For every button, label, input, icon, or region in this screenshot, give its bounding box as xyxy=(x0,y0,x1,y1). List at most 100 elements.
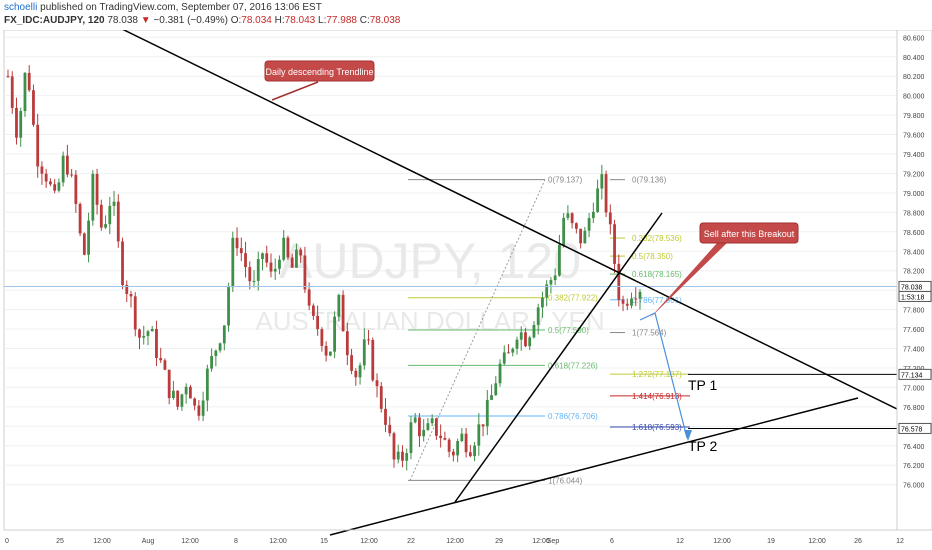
tp1-price-tag: 77.134 xyxy=(901,372,923,379)
candle-body xyxy=(155,328,158,358)
candle-body xyxy=(261,253,264,260)
time-tick-label: 12 xyxy=(896,538,904,545)
candle-body xyxy=(541,297,544,308)
descending-trendline[interactable] xyxy=(120,30,898,410)
published-text: published on TradingView.com, September … xyxy=(40,2,322,13)
time-tick-label: Aug xyxy=(142,538,155,545)
candle-body xyxy=(460,433,464,442)
candle-body xyxy=(447,439,451,452)
candle-body xyxy=(116,201,120,242)
trendline-callout-box[interactable] xyxy=(264,60,375,82)
time-tick-label: 12 xyxy=(676,538,684,545)
fib-right-label: 0.786(77.901) xyxy=(632,296,682,305)
breakout-callout-box[interactable] xyxy=(699,222,799,244)
candle-body xyxy=(485,399,489,427)
trendlines[interactable] xyxy=(120,30,898,536)
time-tick-label: 12:00 xyxy=(93,538,111,545)
fib-left-trend xyxy=(409,179,546,481)
candle-body xyxy=(197,405,201,416)
price-tick-label: 79.200 xyxy=(903,171,925,178)
candle-body xyxy=(193,398,197,406)
candle-body xyxy=(256,259,260,281)
candle-body xyxy=(358,365,362,378)
candle-body xyxy=(379,386,383,409)
fib-left-label: 0.618(77.226) xyxy=(548,361,598,370)
candle-body xyxy=(286,237,290,258)
candle-body xyxy=(95,173,99,205)
candle-body xyxy=(133,296,137,330)
candle-body xyxy=(112,201,116,206)
high-value: 78.043 xyxy=(284,15,316,26)
time-axis[interactable]: 0 25 12:00 Aug 12:00 8 12:00 15 12:00 22 12:00 29 12… xyxy=(4,529,904,545)
candle-body xyxy=(574,223,578,229)
publisher-link[interactable]: schoelli xyxy=(4,2,38,13)
last-price: 78.038 xyxy=(107,15,138,26)
candle-body xyxy=(307,289,311,306)
tp2-label: TP 2 xyxy=(688,438,718,454)
price-tick-label: 77.400 xyxy=(903,347,925,354)
countdown-tag: 1:53:18 xyxy=(901,294,924,301)
price-chart[interactable]: AUDJPY, 120 AUSTRALIAN DOLLAR / YEN 0(79… xyxy=(0,30,932,550)
candle-body xyxy=(99,204,103,228)
time-tick-label: Sep xyxy=(547,538,560,545)
fib-left-label: 0.5(77.590) xyxy=(548,326,589,335)
candle-body xyxy=(473,445,476,457)
candle-body xyxy=(184,386,188,395)
tp1-label: TP 1 xyxy=(688,377,718,393)
trendline-callout-text: Daily descending Trendline xyxy=(265,67,373,77)
candle-body xyxy=(464,433,468,453)
candle-body xyxy=(566,213,570,218)
breakout-callout-pointer xyxy=(650,242,728,318)
candle-body xyxy=(129,294,133,297)
candle-body xyxy=(303,255,307,290)
price-axis[interactable]: 76.00076.20076.40076.60076.80077.00077.2… xyxy=(896,30,932,531)
high-label: H: xyxy=(274,15,285,26)
candle-body xyxy=(630,298,633,306)
candle-body xyxy=(384,408,387,425)
symbol-label[interactable]: FX_IDC:AUDJPY, 120 xyxy=(4,15,105,26)
time-tick-label: 19 xyxy=(767,538,775,545)
candle-body xyxy=(269,262,273,272)
candle-body xyxy=(44,173,48,182)
candle-body xyxy=(583,230,587,244)
candle-body xyxy=(515,339,519,349)
publish-line: schoelli published on TradingView.com, S… xyxy=(4,2,322,13)
candle-body xyxy=(290,257,294,268)
candle-body xyxy=(172,390,175,399)
candle-body xyxy=(273,268,277,272)
candle-body xyxy=(201,400,205,416)
candle-body xyxy=(227,287,230,326)
candle-body xyxy=(638,291,642,299)
rising-support-long[interactable] xyxy=(329,397,859,536)
candle-body xyxy=(392,433,396,460)
fibonacci-tools[interactable]: 0(79.137) 0.382(77.922) 0.5(77.590) 0.618(7… xyxy=(408,176,690,486)
candle-body xyxy=(299,249,303,256)
price-tick-label: 77.800 xyxy=(903,308,925,315)
candle-body xyxy=(396,451,400,460)
time-tick-label: 6 xyxy=(610,538,614,545)
candle-body xyxy=(248,267,252,282)
candle-body xyxy=(549,280,553,285)
candle-body xyxy=(562,217,566,245)
candle-body xyxy=(125,284,129,295)
open-value: 78.034 xyxy=(241,15,272,26)
price-tick-label: 77.000 xyxy=(903,385,925,392)
candle-body xyxy=(519,332,523,340)
candle-body xyxy=(435,418,438,436)
candle-body xyxy=(405,453,409,461)
candle-body xyxy=(265,253,269,263)
candle-body xyxy=(345,331,349,356)
annotations[interactable]: Daily descending Trendline Sell after th… xyxy=(264,60,799,454)
price-tick-label: 77.600 xyxy=(903,327,925,334)
candle-body xyxy=(176,390,180,407)
candle-body xyxy=(142,335,146,338)
price-tick-label: 76.400 xyxy=(903,444,925,451)
candle-body xyxy=(311,305,315,316)
price-tick-label: 80.000 xyxy=(903,94,925,101)
fib-right-label: 0.618(78.165) xyxy=(632,270,682,279)
rising-support-short[interactable] xyxy=(454,212,663,503)
fib-left-label: 0(79.137) xyxy=(548,176,583,185)
candle-body xyxy=(328,351,332,356)
candle-body xyxy=(596,188,599,212)
candle-body xyxy=(401,451,404,461)
